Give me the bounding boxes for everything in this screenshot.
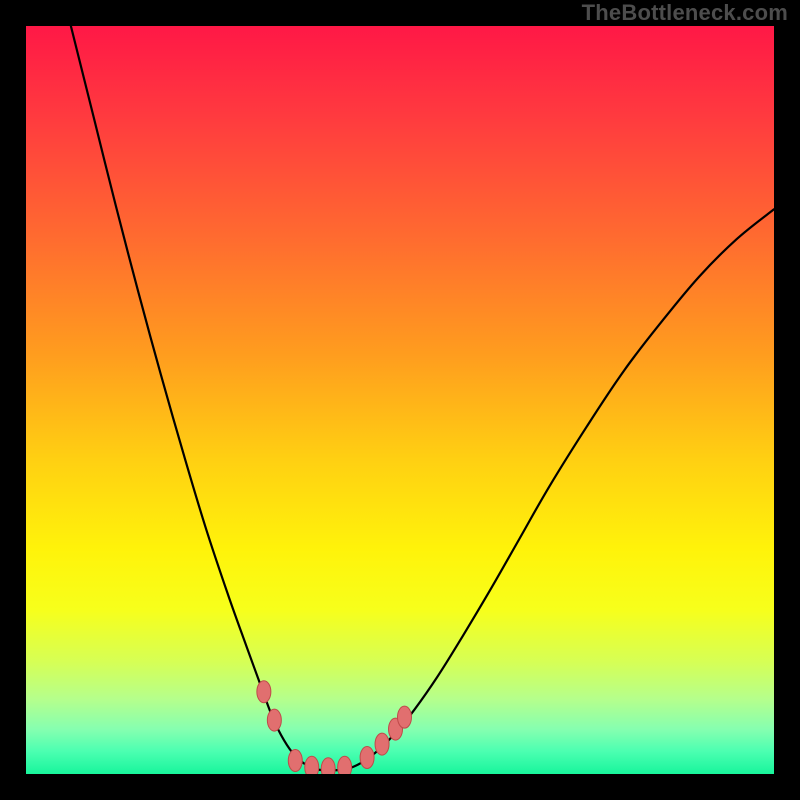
bottleneck-curve-chart xyxy=(0,0,800,800)
watermark-text: TheBottleneck.com xyxy=(582,0,788,26)
chart-frame: TheBottleneck.com xyxy=(0,0,800,800)
curve-marker xyxy=(267,709,281,731)
curve-marker xyxy=(397,706,411,728)
curve-marker xyxy=(257,681,271,703)
curve-marker xyxy=(375,733,389,755)
curve-marker xyxy=(288,750,302,772)
curve-marker xyxy=(360,747,374,769)
plot-background xyxy=(26,26,774,774)
